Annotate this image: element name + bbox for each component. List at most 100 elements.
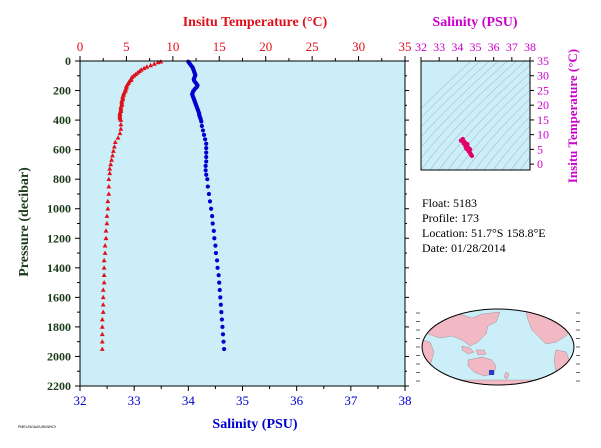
salinity-point — [201, 132, 207, 137]
temperature-point — [99, 331, 105, 337]
salinity-point — [213, 243, 218, 248]
salinity-point — [217, 287, 222, 293]
temperature-tick-label: 25 — [306, 39, 319, 54]
salinity-point — [220, 332, 226, 337]
temperature-point — [99, 316, 105, 322]
date-text: Date: 01/28/2014 — [422, 241, 506, 255]
map-land-antarctica — [429, 379, 567, 385]
profile-number-text: Profile: 173 — [422, 211, 479, 225]
temperature-point — [104, 213, 110, 218]
temperature-axis-title: Insitu Temperature (°C) — [183, 15, 328, 30]
profile-plot-area — [80, 61, 405, 386]
map-land-new-zealand — [503, 371, 510, 380]
ts-salinity-tick-label: 38 — [524, 40, 536, 54]
temperature-point — [99, 324, 105, 329]
salinity-point — [204, 146, 209, 151]
temperature-point — [111, 148, 116, 153]
pressure-tick-label: 1400 — [47, 261, 71, 275]
temperature-point — [118, 126, 124, 131]
salinity-tick-label: 38 — [399, 393, 412, 408]
temperature-point — [102, 250, 108, 255]
ts-plot-area — [421, 61, 530, 170]
salinity-tick-label: 33 — [128, 393, 141, 408]
ts-series — [458, 136, 475, 159]
density-contour — [421, 61, 481, 119]
temperature-point — [107, 166, 113, 171]
temperature-tick-label: 10 — [166, 39, 179, 54]
density-contour — [492, 125, 530, 170]
salinity-point — [199, 123, 204, 129]
density-contour — [421, 61, 472, 109]
ts-temperature-tick-label: 30 — [537, 69, 549, 83]
ts-temperature-tick-label: 20 — [537, 98, 549, 112]
salinity-tick-label: 36 — [290, 393, 304, 408]
density-contour — [501, 135, 530, 170]
salinity-point — [210, 221, 215, 226]
salinity-series — [186, 59, 227, 352]
temperature-point — [103, 235, 109, 241]
map-land-se-asia — [461, 345, 487, 356]
temperature-point — [100, 287, 106, 292]
salinity-point — [221, 346, 227, 352]
temperature-point — [100, 309, 106, 314]
density-contour — [483, 116, 530, 170]
density-contour — [456, 89, 530, 170]
temperature-point — [101, 279, 107, 285]
temperature-point — [101, 272, 107, 278]
salinity-point — [211, 228, 216, 233]
float-id-text: Float: 5183 — [422, 196, 477, 210]
temperature-tick-label: 35 — [399, 39, 412, 54]
density-contour — [421, 61, 490, 128]
ts-salinity-tick-label: 34 — [451, 40, 463, 54]
temperature-series — [99, 59, 164, 351]
footer-credit: PMEL/NOAA/UW/WHOI — [18, 425, 56, 429]
temperature-point — [111, 144, 117, 149]
pressure-tick-label: 0 — [65, 54, 71, 68]
salinity-point — [204, 172, 209, 177]
salinity-point — [203, 137, 208, 142]
salinity-point — [206, 191, 212, 197]
salinity-point — [221, 339, 226, 344]
profile-panel: Insitu Temperature (°C) Salinity (PSU) P… — [17, 15, 412, 432]
temperature-point — [103, 228, 109, 233]
ts-salinity-tick-label: 33 — [433, 40, 445, 54]
salinity-point — [203, 168, 208, 173]
pressure-tick-label: 600 — [53, 143, 71, 157]
salinity-point — [203, 163, 208, 168]
ts-diagram-panel: Salinity (PSU) Insitu Temperature (°C) 3… — [415, 15, 580, 183]
temperature-point — [110, 152, 115, 158]
density-contours — [421, 61, 530, 170]
pressure-tick-label: 400 — [53, 113, 71, 127]
ts-temperature-tick-label: 5 — [537, 142, 543, 156]
temperature-point — [148, 62, 153, 68]
map-border — [421, 308, 575, 386]
salinity-point — [205, 177, 210, 182]
density-contour — [421, 61, 517, 159]
density-contour — [465, 98, 530, 170]
salinity-point — [199, 119, 204, 124]
salinity-point — [204, 141, 209, 146]
salinity-point — [215, 265, 220, 270]
salinity-axis-title: Salinity (PSU) — [212, 417, 298, 432]
pressure-tick-label: 2200 — [47, 379, 71, 393]
salinity-point — [207, 199, 213, 204]
temperature-tick-label: 0 — [77, 39, 84, 54]
pressure-tick-label: 1600 — [47, 290, 71, 304]
salinity-point — [204, 150, 209, 155]
temperature-point — [112, 139, 118, 145]
temperature-point — [109, 157, 114, 162]
density-contour — [421, 61, 508, 148]
salinity-point — [216, 273, 221, 278]
density-contour — [421, 61, 526, 170]
pressure-tick-label: 1000 — [47, 202, 71, 216]
salinity-point — [205, 184, 210, 189]
salinity-point — [220, 324, 225, 330]
ts-point — [461, 141, 466, 146]
location-text: Location: 51.7°S 158.8°E — [422, 226, 546, 240]
salinity-point — [219, 310, 224, 315]
ts-point — [469, 153, 475, 159]
ts-salinity-tick-label: 32 — [415, 40, 427, 54]
temperature-point — [105, 206, 111, 211]
density-contour — [510, 145, 530, 170]
